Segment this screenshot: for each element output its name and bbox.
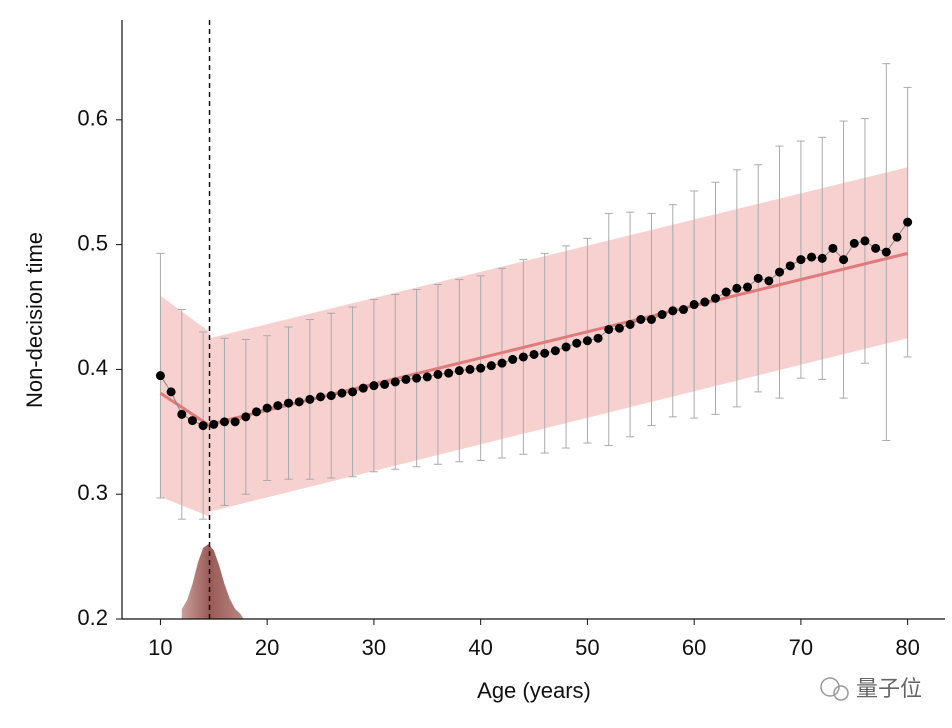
data-point xyxy=(817,253,827,263)
confidence-band xyxy=(160,295,210,517)
data-point xyxy=(326,391,336,401)
y-axis-label: Non-decision time xyxy=(22,232,47,408)
y-tick-label: 0.2 xyxy=(77,605,108,630)
data-point xyxy=(732,283,742,293)
data-point xyxy=(273,401,283,411)
y-tick-label: 0.4 xyxy=(77,355,108,380)
data-point xyxy=(540,348,550,358)
data-point xyxy=(177,409,187,419)
data-point xyxy=(155,371,165,381)
data-point xyxy=(678,305,688,315)
data-point xyxy=(241,412,251,422)
data-point xyxy=(700,297,710,307)
data-point xyxy=(508,354,518,364)
data-point xyxy=(614,323,624,333)
data-point xyxy=(305,394,315,404)
x-tick-label: 50 xyxy=(575,635,599,660)
data-point xyxy=(860,236,870,246)
data-point xyxy=(284,398,294,408)
data-point xyxy=(785,261,795,271)
data-point xyxy=(561,342,571,352)
data-point xyxy=(828,243,838,253)
data-point xyxy=(465,364,475,374)
data-point xyxy=(582,336,592,346)
data-point xyxy=(710,293,720,303)
data-point xyxy=(390,377,400,387)
watermark: 量子位 xyxy=(856,676,922,701)
data-point xyxy=(775,267,785,277)
data-point xyxy=(230,417,240,427)
data-point xyxy=(518,352,528,362)
data-point xyxy=(486,361,496,371)
data-point xyxy=(796,255,806,265)
data-point xyxy=(316,392,326,402)
data-point xyxy=(337,388,347,398)
data-point xyxy=(604,324,614,334)
data-point xyxy=(689,300,699,310)
y-tick-label: 0.3 xyxy=(77,480,108,505)
data-point xyxy=(422,372,432,382)
x-tick-label: 20 xyxy=(255,635,279,660)
data-point xyxy=(369,381,379,391)
data-point xyxy=(550,346,560,356)
data-point xyxy=(401,374,411,384)
data-point xyxy=(444,368,454,378)
data-point xyxy=(219,417,229,427)
x-tick-label: 60 xyxy=(682,635,706,660)
data-point xyxy=(743,282,753,292)
breakpoint-density xyxy=(181,544,244,619)
y-tick-label: 0.5 xyxy=(77,230,108,255)
y-tick-label: 0.6 xyxy=(77,106,108,131)
data-point xyxy=(433,369,443,379)
data-point xyxy=(198,421,208,431)
data-point xyxy=(807,252,817,262)
data-point xyxy=(892,232,902,242)
data-point xyxy=(348,387,358,397)
data-point xyxy=(380,379,390,389)
x-tick-label: 40 xyxy=(468,635,492,660)
data-point xyxy=(294,397,304,407)
data-point xyxy=(625,319,635,329)
data-point xyxy=(636,315,646,324)
x-tick-label: 10 xyxy=(148,635,172,660)
x-tick-label: 30 xyxy=(362,635,386,660)
data-point xyxy=(529,349,539,359)
data-point xyxy=(166,387,176,397)
x-tick-label: 70 xyxy=(789,635,813,660)
data-point xyxy=(871,243,881,253)
data-point xyxy=(849,238,859,248)
fit-line xyxy=(159,391,211,427)
data-point xyxy=(668,306,678,316)
data-point xyxy=(262,403,272,413)
x-axis-label: Age (years) xyxy=(477,678,591,703)
watermark-icon xyxy=(820,677,849,701)
x-tick-label: 80 xyxy=(895,635,919,660)
data-point xyxy=(646,315,656,324)
data-point xyxy=(839,255,849,265)
data-point xyxy=(657,310,667,320)
data-point xyxy=(572,338,582,348)
data-point xyxy=(454,366,464,376)
data-point xyxy=(881,247,891,257)
data-point xyxy=(764,276,774,286)
data-point xyxy=(358,383,368,393)
data-point xyxy=(209,419,219,429)
data-point xyxy=(721,287,731,297)
data-point xyxy=(593,333,603,343)
data-point xyxy=(753,273,763,283)
data-point xyxy=(412,373,422,383)
data-point xyxy=(187,416,197,426)
data-point xyxy=(497,358,507,368)
data-point xyxy=(251,407,261,417)
data-point xyxy=(903,217,913,227)
data-point xyxy=(476,363,486,373)
